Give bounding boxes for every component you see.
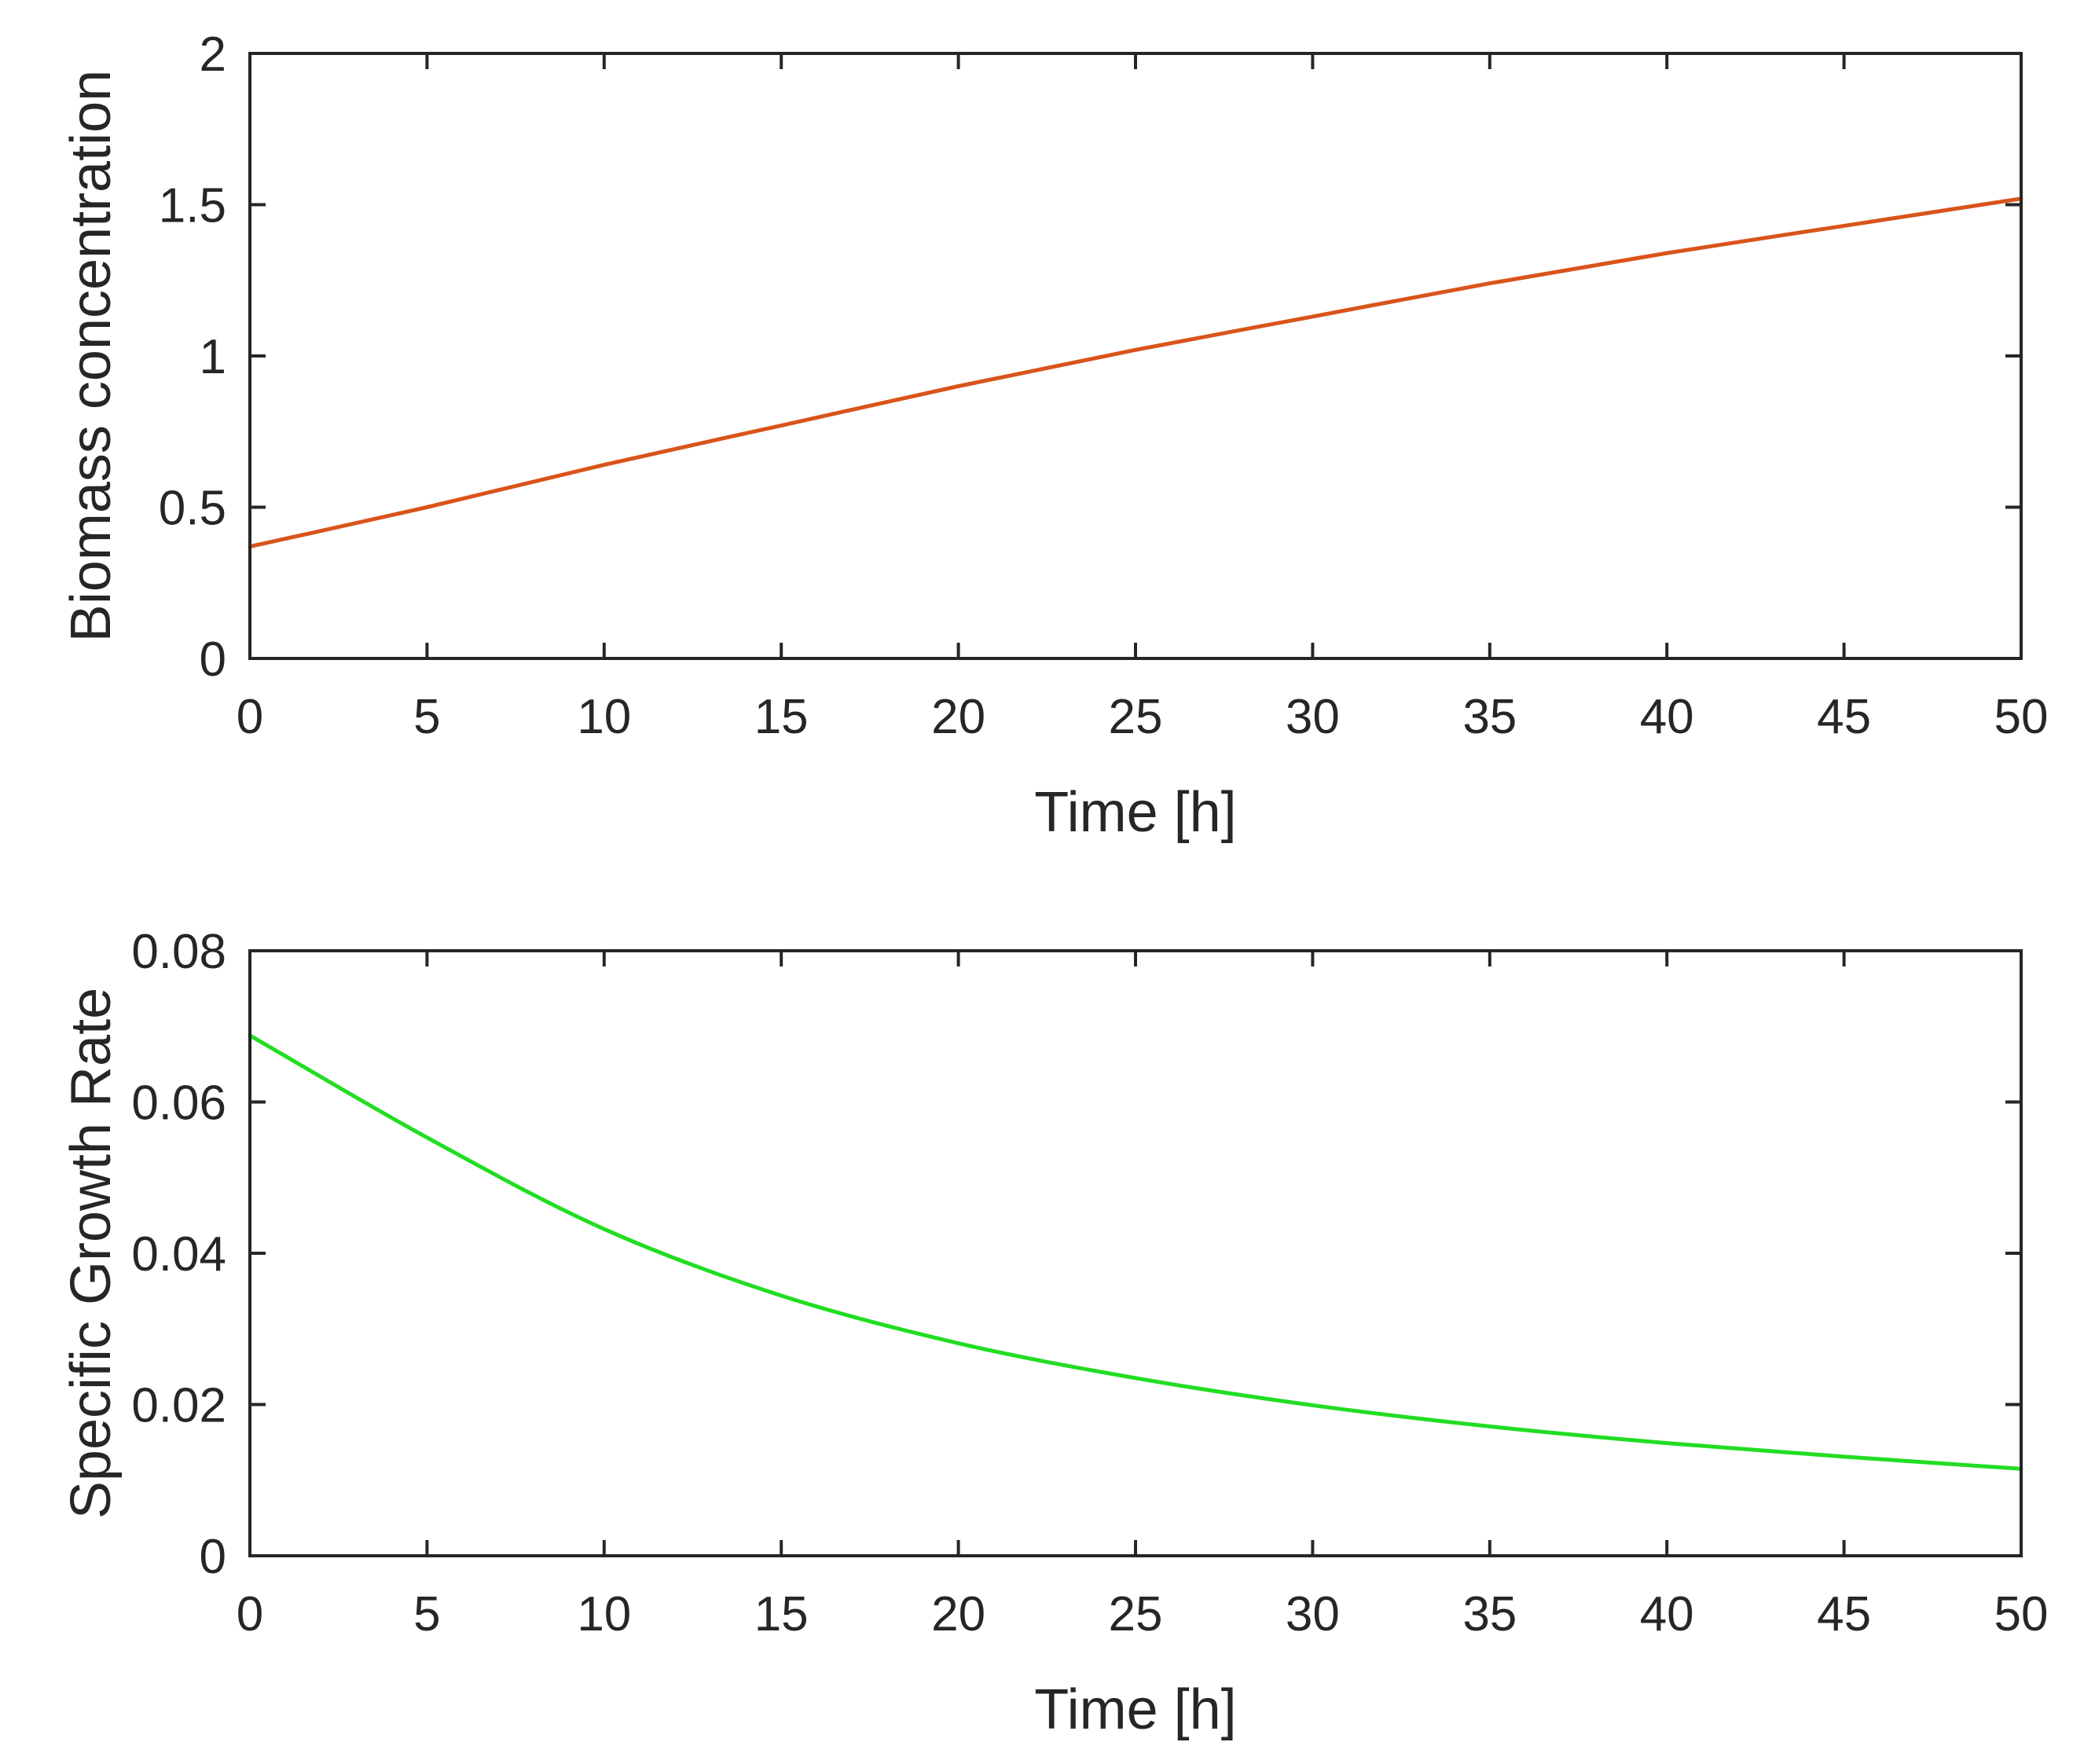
biomass-x-tick-label: 50 xyxy=(1994,690,2049,744)
biomass-x-tick-label: 25 xyxy=(1109,690,1163,744)
growth-rate-chart: 0 5 10 15 20 25 30 35 40 45 50 0 0.02 0.04 0.06 0.08 Tim… xyxy=(60,925,2048,1741)
growth-rate-x-tick-label: 35 xyxy=(1462,1587,1517,1641)
growth-rate-plot-frame xyxy=(248,949,2023,1557)
biomass-x-axis-label: Time [h] xyxy=(1034,781,1236,844)
biomass-x-tick-label: 30 xyxy=(1286,690,1340,744)
biomass-x-tick-label: 5 xyxy=(413,690,440,744)
growth-rate-x-tick-label: 10 xyxy=(577,1587,631,1641)
biomass-y-tick-label: 2 xyxy=(200,28,226,82)
biomass-x-tick-label: 35 xyxy=(1462,690,1517,744)
biomass-y-tick-label: 0.5 xyxy=(159,482,226,536)
biomass-y-tick-label: 1.5 xyxy=(159,179,226,233)
growth-rate-x-tick-label: 5 xyxy=(413,1587,440,1641)
biomass-y-tick-label: 0 xyxy=(200,633,226,687)
growth-rate-y-tick-label: 0.06 xyxy=(131,1076,226,1131)
biomass-series-line xyxy=(248,196,2023,549)
biomass-x-tick-label: 10 xyxy=(577,690,631,744)
biomass-y-axis-label: Biomass concentration xyxy=(60,70,123,642)
growth-rate-x-tick-label: 40 xyxy=(1640,1587,1694,1641)
biomass-x-tick-label: 15 xyxy=(754,690,809,744)
biomass-x-tick-label: 0 xyxy=(237,690,263,744)
growth-rate-y-tick-label: 0.02 xyxy=(131,1379,226,1433)
growth-rate-x-tick-label: 15 xyxy=(754,1587,809,1641)
biomass-x-tick-label: 20 xyxy=(931,690,985,744)
growth-rate-y-tick-label: 0.04 xyxy=(131,1227,226,1282)
biomass-x-tick-label: 40 xyxy=(1640,690,1694,744)
growth-rate-series-line xyxy=(248,1033,2023,1471)
growth-rate-x-axis-label: Time [h] xyxy=(1034,1678,1236,1741)
growth-rate-x-tick-label: 30 xyxy=(1286,1587,1340,1641)
growth-rate-x-tick-label: 0 xyxy=(237,1587,263,1641)
biomass-chart: 0 5 10 15 20 25 30 35 40 45 50 0 0.5 1 1.5 2 Time [h] Bio… xyxy=(60,28,2048,844)
biomass-plot-frame xyxy=(248,52,2023,660)
growth-rate-y-tick-label: 0.08 xyxy=(131,925,226,979)
biomass-y-tick-label: 1 xyxy=(200,330,226,384)
biomass-x-tick-label: 45 xyxy=(1817,690,1871,744)
growth-rate-x-tick-label: 50 xyxy=(1994,1587,2049,1641)
growth-rate-x-tick-label: 20 xyxy=(931,1587,985,1641)
growth-rate-y-tick-label: 0 xyxy=(200,1530,226,1584)
growth-rate-y-axis-label: Specific Growth Rate xyxy=(60,988,123,1519)
growth-rate-x-tick-label: 45 xyxy=(1817,1587,1871,1641)
growth-rate-x-tick-label: 25 xyxy=(1109,1587,1163,1641)
